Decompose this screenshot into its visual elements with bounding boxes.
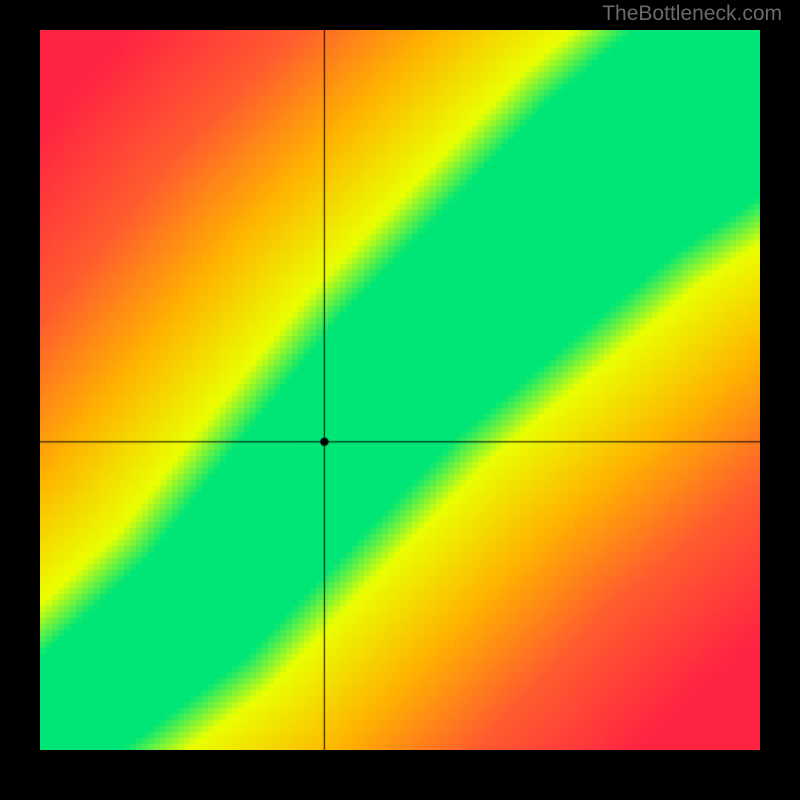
heatmap-plot: [40, 30, 760, 750]
chart-frame: TheBottleneck.com: [0, 0, 800, 800]
heatmap-canvas: [40, 30, 760, 750]
watermark-text: TheBottleneck.com: [602, 2, 782, 26]
